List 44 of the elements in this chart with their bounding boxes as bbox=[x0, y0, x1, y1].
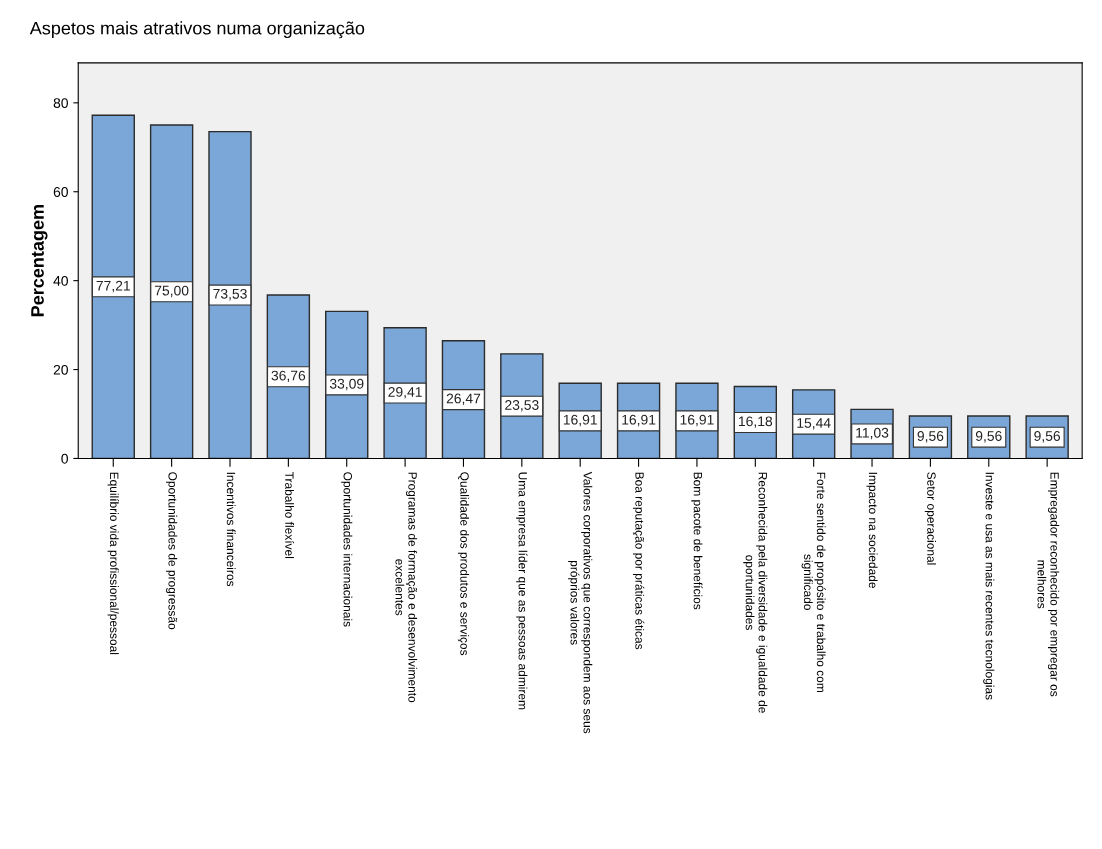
data-label: 16,91 bbox=[680, 414, 714, 427]
data-label: 9,56 bbox=[917, 431, 944, 443]
y-tick-label: 80 bbox=[53, 98, 68, 108]
x-tick-label: Trabalho flexível bbox=[285, 471, 295, 559]
y-tick-label: 0 bbox=[61, 453, 68, 464]
data-label: 73,53 bbox=[213, 288, 247, 301]
data-label: 16,91 bbox=[622, 414, 656, 427]
y-tick-label: 60 bbox=[53, 187, 68, 197]
x-tick-label: Oportunidades internacionais bbox=[341, 472, 353, 627]
data-label: 33,09 bbox=[329, 378, 364, 391]
data-label: 11,03 bbox=[856, 427, 889, 440]
x-tick-label: Setor operacional bbox=[924, 472, 936, 565]
data-label: 16,91 bbox=[563, 414, 597, 427]
data-label: 16,18 bbox=[738, 416, 773, 428]
bar bbox=[91, 114, 135, 459]
data-label: 23,53 bbox=[505, 400, 539, 412]
x-tick-label: Impacto na sociedade bbox=[866, 472, 878, 588]
data-label: 75,00 bbox=[154, 285, 189, 298]
x-tick-label: Reconhecida pela diversidade e igualdade de oportunidades bbox=[743, 472, 768, 713]
x-tick-label: Empregador reconhecido por empregar os melhores bbox=[1037, 472, 1060, 697]
data-label: 9,56 bbox=[1034, 431, 1061, 443]
data-label: 77,21 bbox=[96, 280, 130, 293]
x-tick-label: Investe e usa as mais recentes tecnologias bbox=[983, 472, 995, 700]
x-tick-label: Bom pacote de benefícios bbox=[691, 472, 703, 610]
bar bbox=[149, 124, 194, 459]
x-tick-label: Forte sentido de propósito e trabalho com significado bbox=[801, 472, 826, 692]
x-tick-label: Valores corporativos que correspondem aos seus próprios valores bbox=[568, 471, 593, 734]
chart-title: Aspetos mais atrativos numa organização bbox=[29, 21, 365, 39]
y-tick-label: 40 bbox=[53, 275, 68, 286]
x-tick-label: Programas de formação e desenvolvimento excelentes bbox=[395, 472, 418, 703]
bar bbox=[208, 130, 252, 459]
x-tick-label: Incentivos financeiros bbox=[226, 472, 236, 587]
x-tick-label: Oportunidades de progressão bbox=[166, 472, 178, 630]
y-axis-title: Percentagem bbox=[31, 205, 48, 317]
data-label: 15,44 bbox=[797, 418, 831, 430]
y-tick-label: 20 bbox=[53, 364, 68, 375]
data-label: 36,76 bbox=[271, 370, 306, 383]
x-tick-label: Equilíbrio vida profissional/pessoal bbox=[107, 472, 119, 655]
x-tick-label: Qualidade dos produtos e serviços bbox=[457, 472, 470, 656]
data-label: 26,47 bbox=[446, 393, 481, 405]
data-label: 9,56 bbox=[975, 431, 1002, 443]
x-tick-label: Uma empresa líder que as pessoas admirem bbox=[516, 472, 528, 710]
x-tick-label: Boa reputação por práticas éticas bbox=[632, 472, 645, 650]
data-label: 29,41 bbox=[388, 386, 422, 399]
